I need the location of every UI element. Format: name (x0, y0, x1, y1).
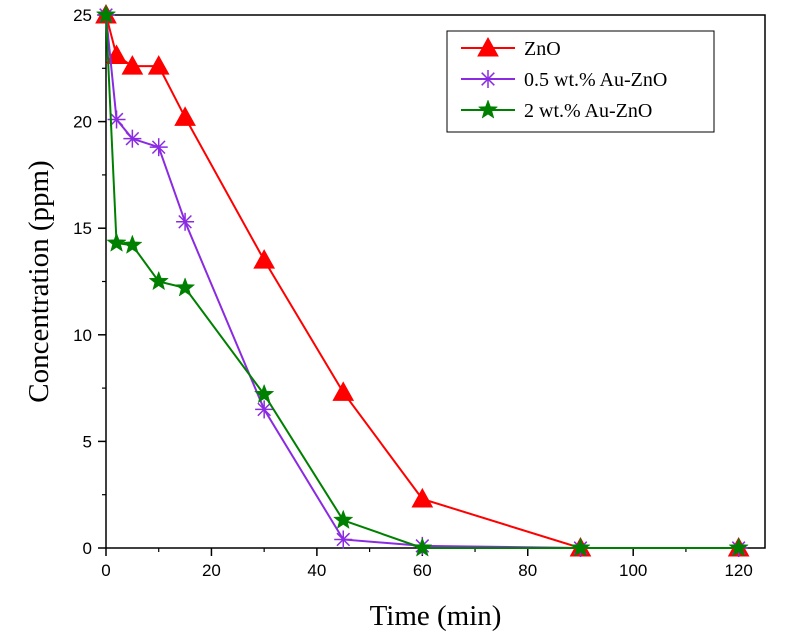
y-tick-label: 5 (83, 432, 92, 451)
data-point (333, 509, 354, 529)
legend-item: ZnO (461, 36, 561, 60)
data-point (253, 249, 276, 269)
y-tick-label: 20 (73, 113, 92, 132)
legend-label: ZnO (524, 38, 561, 60)
data-point (105, 44, 128, 65)
legend-item: 0.5 wt.% Au-ZnO (461, 69, 667, 91)
y-tick-label: 15 (73, 219, 92, 238)
data-point (106, 232, 127, 252)
y-tick-label: 0 (83, 539, 92, 558)
legend-swatch-marker (477, 99, 499, 119)
plot-area: 0 20 40 60 80 100 120 0 5 10 15 20 25 (73, 3, 766, 580)
data-point (121, 55, 144, 75)
x-tick-label: 0 (101, 561, 110, 580)
data-point (332, 381, 355, 401)
data-point (148, 270, 169, 291)
data-point (174, 277, 196, 297)
x-tick-label: 100 (619, 561, 647, 580)
x-axis-title: Time (min) (370, 600, 502, 632)
data-point (570, 537, 591, 557)
y-axis-ticks: 0 5 10 15 20 25 (73, 6, 106, 558)
x-tick-label: 80 (518, 561, 537, 580)
y-tick-label: 25 (73, 6, 92, 25)
series-2-wt-au-zno (95, 4, 749, 557)
x-tick-label: 20 (202, 561, 221, 580)
x-tick-label: 120 (724, 561, 752, 580)
x-tick-label: 40 (307, 561, 326, 580)
data-point (176, 212, 195, 231)
data-point (412, 537, 433, 557)
y-tick-label: 10 (73, 326, 92, 345)
data-point (334, 530, 353, 549)
data-point (174, 106, 196, 126)
data-point (411, 487, 434, 508)
data-point (95, 4, 117, 24)
data-point (122, 234, 143, 254)
data-point (728, 537, 749, 557)
series-line (105, 14, 739, 549)
data-point (123, 129, 142, 148)
legend-swatch-marker (477, 36, 499, 57)
data-point (255, 400, 274, 419)
legend-label: 2 wt.% Au-ZnO (524, 100, 652, 122)
data-point (253, 383, 275, 404)
legend-item: 2 wt.% Au-ZnO (461, 99, 652, 122)
y-axis-title: Concentration (ppm) (23, 160, 55, 402)
legend-label: 0.5 wt.% Au-ZnO (524, 69, 667, 91)
series-line (105, 14, 739, 549)
legend: ZnO 0.5 wt.% Au-ZnO 2 wt.% Au-ZnO (446, 30, 715, 133)
legend-swatch-marker (479, 70, 497, 88)
data-point (147, 55, 170, 75)
series-layer (95, 3, 750, 557)
data-point (149, 138, 168, 157)
x-tick-label: 60 (413, 561, 432, 580)
